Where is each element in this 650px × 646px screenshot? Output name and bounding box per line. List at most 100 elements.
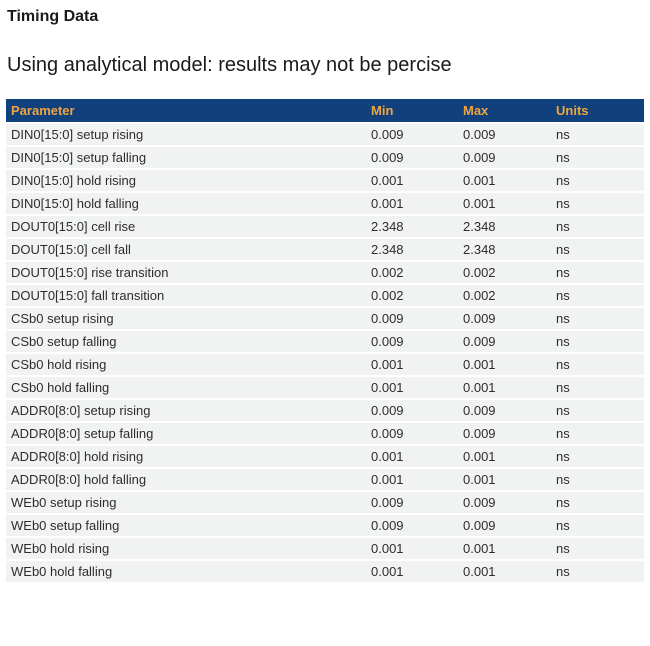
cell-max: 2.348 <box>458 215 551 239</box>
cell-max: 0.009 <box>458 330 551 354</box>
cell-parameter: DOUT0[15:0] cell rise <box>6 215 366 239</box>
cell-units: ns <box>551 376 644 400</box>
cell-min: 2.348 <box>366 238 458 262</box>
cell-max: 0.001 <box>458 560 551 584</box>
cell-parameter: WEb0 hold rising <box>6 537 366 561</box>
table-row: WEb0 setup falling 0.009 0.009 ns <box>6 514 644 538</box>
cell-parameter: CSb0 hold rising <box>6 353 366 377</box>
cell-parameter: DIN0[15:0] hold rising <box>6 169 366 193</box>
cell-max: 2.348 <box>458 238 551 262</box>
cell-units: ns <box>551 215 644 239</box>
cell-min: 2.348 <box>366 215 458 239</box>
cell-max: 0.001 <box>458 376 551 400</box>
column-header-parameter: Parameter <box>6 99 366 124</box>
table-row: DIN0[15:0] setup rising 0.009 0.009 ns <box>6 123 644 147</box>
cell-parameter: ADDR0[8:0] setup rising <box>6 399 366 423</box>
cell-max: 0.009 <box>458 491 551 515</box>
table-row: CSb0 setup falling 0.009 0.009 ns <box>6 330 644 354</box>
cell-min: 0.001 <box>366 169 458 193</box>
cell-units: ns <box>551 445 644 469</box>
table-row: DOUT0[15:0] rise transition 0.002 0.002 ns <box>6 261 644 285</box>
cell-parameter: WEb0 setup falling <box>6 514 366 538</box>
table-row: ADDR0[8:0] setup rising 0.009 0.009 ns <box>6 399 644 423</box>
table-row: WEb0 setup rising 0.009 0.009 ns <box>6 491 644 515</box>
page-subtitle: Using analytical model: results may not … <box>7 54 452 76</box>
cell-max: 0.009 <box>458 307 551 331</box>
cell-units: ns <box>551 284 644 308</box>
cell-parameter: CSb0 setup rising <box>6 307 366 331</box>
cell-min: 0.009 <box>366 422 458 446</box>
cell-min: 0.001 <box>366 560 458 584</box>
cell-max: 0.009 <box>458 399 551 423</box>
cell-max: 0.001 <box>458 192 551 216</box>
table-row: DOUT0[15:0] cell fall 2.348 2.348 ns <box>6 238 644 262</box>
cell-max: 0.009 <box>458 514 551 538</box>
page-title: Timing Data <box>7 8 99 25</box>
cell-min: 0.009 <box>366 491 458 515</box>
cell-min: 0.009 <box>366 307 458 331</box>
cell-max: 0.001 <box>458 537 551 561</box>
cell-max: 0.009 <box>458 123 551 147</box>
cell-units: ns <box>551 422 644 446</box>
cell-units: ns <box>551 514 644 538</box>
table-row: CSb0 setup rising 0.009 0.009 ns <box>6 307 644 331</box>
column-header-min: Min <box>366 99 458 124</box>
cell-units: ns <box>551 169 644 193</box>
cell-units: ns <box>551 399 644 423</box>
cell-parameter: ADDR0[8:0] hold rising <box>6 445 366 469</box>
cell-parameter: WEb0 setup rising <box>6 491 366 515</box>
cell-max: 0.001 <box>458 169 551 193</box>
cell-parameter: ADDR0[8:0] setup falling <box>6 422 366 446</box>
cell-units: ns <box>551 491 644 515</box>
cell-units: ns <box>551 468 644 492</box>
column-header-max: Max <box>458 99 551 124</box>
cell-min: 0.009 <box>366 123 458 147</box>
table-body: DIN0[15:0] setup rising 0.009 0.009 ns DIN0[… <box>6 123 644 584</box>
cell-max: 0.002 <box>458 284 551 308</box>
table-row: DIN0[15:0] setup falling 0.009 0.009 ns <box>6 146 644 170</box>
cell-max: 0.001 <box>458 353 551 377</box>
cell-min: 0.001 <box>366 353 458 377</box>
cell-min: 0.001 <box>366 468 458 492</box>
cell-min: 0.009 <box>366 399 458 423</box>
cell-min: 0.002 <box>366 284 458 308</box>
cell-min: 0.001 <box>366 445 458 469</box>
table-row: DOUT0[15:0] cell rise 2.348 2.348 ns <box>6 215 644 239</box>
cell-units: ns <box>551 307 644 331</box>
cell-units: ns <box>551 261 644 285</box>
table-row: CSb0 hold rising 0.001 0.001 ns <box>6 353 644 377</box>
cell-units: ns <box>551 123 644 147</box>
cell-min: 0.009 <box>366 330 458 354</box>
cell-parameter: DIN0[15:0] setup falling <box>6 146 366 170</box>
cell-parameter: WEb0 hold falling <box>6 560 366 584</box>
table-row: ADDR0[8:0] hold falling 0.001 0.001 ns <box>6 468 644 492</box>
timing-data-table: Parameter Min Max Units DIN0[15:0] setup… <box>6 99 644 584</box>
cell-max: 0.009 <box>458 146 551 170</box>
cell-max: 0.001 <box>458 468 551 492</box>
cell-units: ns <box>551 192 644 216</box>
cell-min: 0.001 <box>366 537 458 561</box>
cell-units: ns <box>551 560 644 584</box>
cell-units: ns <box>551 146 644 170</box>
cell-parameter: DIN0[15:0] hold falling <box>6 192 366 216</box>
table-row: DIN0[15:0] hold rising 0.001 0.001 ns <box>6 169 644 193</box>
table-header-row: Parameter Min Max Units <box>6 99 644 124</box>
cell-parameter: DOUT0[15:0] rise transition <box>6 261 366 285</box>
cell-parameter: DIN0[15:0] setup rising <box>6 123 366 147</box>
cell-units: ns <box>551 330 644 354</box>
cell-max: 0.009 <box>458 422 551 446</box>
cell-units: ns <box>551 353 644 377</box>
table-row: WEb0 hold falling 0.001 0.001 ns <box>6 560 644 584</box>
cell-units: ns <box>551 537 644 561</box>
cell-min: 0.001 <box>366 376 458 400</box>
table-row: ADDR0[8:0] hold rising 0.001 0.001 ns <box>6 445 644 469</box>
cell-parameter: CSb0 setup falling <box>6 330 366 354</box>
cell-parameter: CSb0 hold falling <box>6 376 366 400</box>
cell-min: 0.002 <box>366 261 458 285</box>
cell-units: ns <box>551 238 644 262</box>
column-header-units: Units <box>551 99 644 124</box>
cell-max: 0.001 <box>458 445 551 469</box>
cell-parameter: DOUT0[15:0] fall transition <box>6 284 366 308</box>
cell-min: 0.009 <box>366 514 458 538</box>
cell-parameter: ADDR0[8:0] hold falling <box>6 468 366 492</box>
